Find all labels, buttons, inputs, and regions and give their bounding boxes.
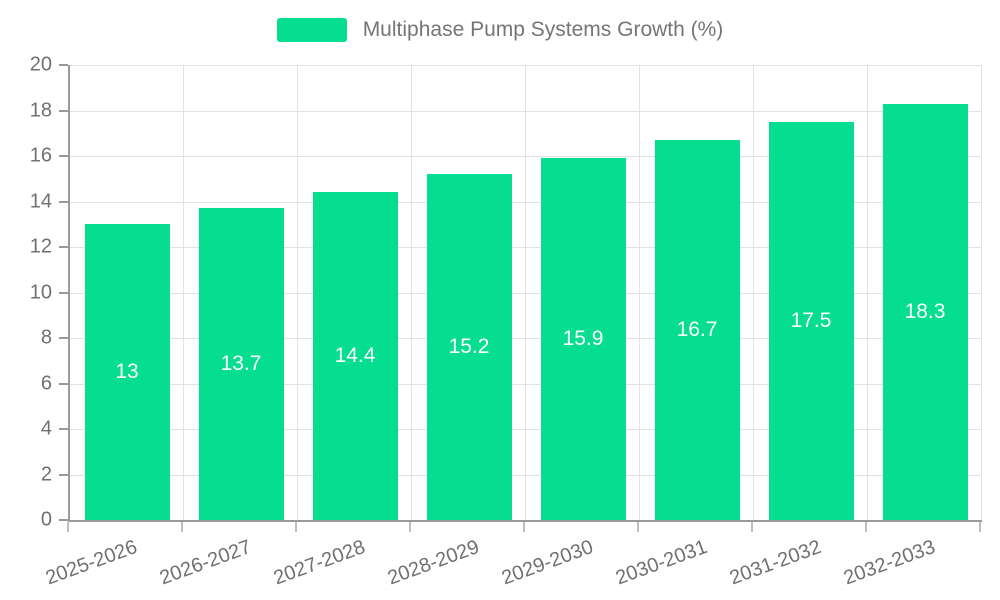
x-gridline [183, 65, 184, 520]
x-axis-tick-mark [865, 522, 867, 532]
bar-2027-2028[interactable]: 14.4 [312, 192, 398, 520]
x-axis-tick-mark [979, 522, 981, 532]
y-gridline [70, 338, 982, 339]
bar-value-label: 16.7 [676, 318, 718, 342]
legend-swatch [276, 18, 347, 42]
y-gridline [70, 383, 982, 385]
y-gridline [70, 292, 982, 294]
y-axis-tick-mark [59, 155, 68, 157]
legend-label: Multiphase Pump Systems Growth (%) [362, 18, 724, 41]
bar-value-label: 13.7 [220, 352, 262, 376]
x-axis-tick-mark [523, 522, 525, 532]
x-gridline [639, 65, 640, 520]
x-axis-tick-label: 2030-2031 [613, 536, 711, 590]
y-axis-tick-label: 20 [29, 53, 52, 76]
x-gridline [753, 65, 754, 520]
bar-value-label: 13 [115, 360, 139, 384]
x-axis-tick-label: 2026-2027 [157, 536, 255, 590]
y-axis-tick-mark [59, 337, 68, 339]
bar-value-label: 14.4 [334, 344, 376, 368]
y-axis-tick-mark [59, 428, 68, 430]
y-axis-tick-label: 8 [40, 326, 52, 349]
y-axis-tick-mark [59, 200, 68, 203]
x-axis-tick-mark [67, 522, 69, 532]
x-gridline [525, 65, 526, 520]
x-axis-tick-label: 2031-2032 [727, 536, 825, 590]
y-gridline [70, 156, 982, 157]
x-axis-tick-mark [637, 522, 639, 532]
bar-2028-2029[interactable]: 15.2 [426, 174, 512, 520]
y-axis-tick-label: 2 [40, 463, 52, 485]
bar-2032-2033[interactable]: 18.3 [882, 103, 968, 520]
y-gridline [70, 474, 982, 476]
y-axis-tick-mark [59, 382, 68, 385]
y-axis-tick-label: 0 [40, 508, 52, 531]
bar-value-label: 15.2 [448, 335, 490, 359]
plot-area: 13 13.7 14.4 15.2 15.9 16.7 17.5 18.3 [68, 65, 982, 522]
y-axis-tick-label: 10 [29, 281, 52, 303]
x-gridline [411, 65, 412, 520]
bar-value-label: 17.5 [790, 308, 832, 332]
legend[interactable]: Multiphase Pump Systems Growth (%) [0, 18, 1000, 42]
x-gridline [981, 65, 982, 520]
y-axis-tick-label: 4 [40, 417, 52, 440]
x-axis-tick-label: 2028-2029 [385, 536, 483, 590]
x-axis-tick-label: 2029-2030 [499, 536, 597, 590]
y-axis-tick-mark [59, 109, 68, 112]
x-axis-tick-mark [181, 522, 183, 532]
bar-2031-2032[interactable]: 17.5 [768, 121, 854, 520]
y-axis-tick-label: 18 [29, 99, 52, 121]
x-gridline [297, 65, 298, 520]
y-axis-tick-mark [59, 519, 68, 521]
bar-value-label: 15.9 [562, 327, 604, 351]
y-gridline [70, 110, 982, 112]
x-axis-tick-label: 2032-2033 [841, 536, 939, 590]
x-axis-tick-mark [295, 522, 297, 532]
y-gridline [70, 247, 982, 248]
y-axis-tick-mark [59, 473, 68, 476]
y-axis-tick-mark [59, 64, 68, 66]
y-axis-tick-label: 6 [40, 372, 52, 394]
bar-2029-2030[interactable]: 15.9 [540, 158, 626, 520]
y-axis-tick-label: 12 [29, 235, 52, 258]
y-axis-tick-mark [59, 246, 68, 248]
x-gridline [867, 65, 868, 520]
x-axis-tick-mark [751, 522, 753, 532]
y-axis-tick-label: 16 [29, 144, 52, 167]
y-gridline [70, 201, 982, 203]
y-gridline [70, 65, 982, 66]
x-axis-tick-mark [409, 522, 411, 532]
y-axis-tick-mark [59, 291, 68, 294]
x-axis-tick-label: 2027-2028 [271, 536, 369, 590]
bar-2026-2027[interactable]: 13.7 [198, 208, 284, 520]
x-axis-tick-label: 2025-2026 [43, 536, 141, 590]
y-gridline [70, 429, 982, 430]
y-axis-tick-label: 14 [29, 190, 52, 212]
bar-value-label: 18.3 [904, 299, 946, 323]
bar-2025-2026[interactable]: 13 [84, 224, 170, 520]
bar-2030-2031[interactable]: 16.7 [654, 140, 740, 520]
